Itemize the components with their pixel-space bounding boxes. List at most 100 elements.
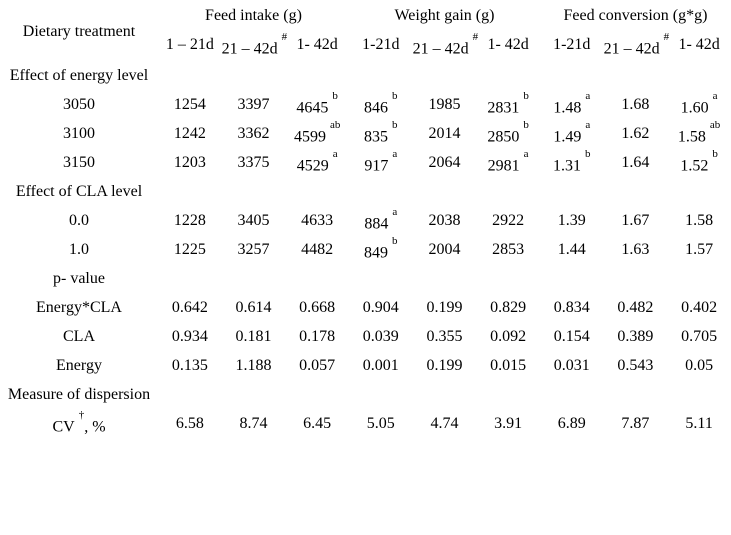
cell-value: 3257 [237,240,270,258]
row-label-text: 3050 [63,95,95,113]
cell-value: 7.87 [621,414,650,432]
cell-value: 917a [364,148,398,175]
sub-header-feed-intake-1-21d: 1 – 21d [158,29,222,61]
cell-value: 3405 [237,211,270,229]
cell-value: 0.154 [553,327,590,345]
cell-value: 1254 [173,95,206,113]
cell-value: 4482 [301,240,334,258]
row-label: Energy [0,351,158,380]
table-body: Effect of energy level 3050 1254 3397 4645b 8… [0,61,731,438]
data-row: 3050 1254 3397 4645b 846b 1985 2831b 1.48a 1.68 1… [0,90,731,119]
value-cell [349,380,413,409]
value-cell [285,380,349,409]
group-header-row: Dietary treatment Feed intake (g) Weight… [0,3,731,40]
value-cell: 1.58 [667,206,731,235]
cell-value: 1.52b [680,148,718,175]
section-row: Measure of dispersion [0,380,731,409]
cell-value: 4633 [301,211,334,229]
cell-value: 0.934 [171,327,208,345]
cell-value: 2831b [487,90,529,117]
data-row: CLA 0.934 0.181 0.178 0.039 0.355 0.092 0.154 0.… [0,322,731,351]
value-cell [604,177,668,206]
sub-header-label: 1-21d [553,36,591,53]
value-cell: 1.63 [604,235,668,264]
sub-header-label: 21 – 42d [221,40,278,58]
significance-superscript: a [392,148,398,161]
cell-value: 0.039 [362,327,399,345]
row-label: CLA [0,322,158,351]
cell-value: 0.834 [553,298,590,316]
value-cell [540,380,604,409]
sub-header-feed-conversion-1-21d: 1-21d [540,29,604,61]
cell-value: 1.48a [553,90,591,117]
data-row: 1.0 1225 3257 4482 849b 2004 2853 1.44 1.63 1.57 [0,235,731,264]
cell-value: 1228 [173,211,206,229]
value-cell: 0.668 [285,293,349,322]
cell-value: 0.199 [426,298,463,316]
value-cell [413,177,477,206]
row-label: Measure of dispersion [0,380,158,409]
cell-value: 884a [364,206,398,233]
value-cell: 0.092 [476,322,540,351]
value-cell: 7.87 [604,409,668,438]
cell-value: 0.05 [685,356,714,374]
value-cell [476,61,540,90]
row-label-text: Effect of energy level [9,66,149,84]
value-cell: 1228 [158,206,222,235]
value-cell: 2850b [476,119,540,148]
row-label-text: p- value [53,269,105,287]
row-label: 3150 [0,148,158,177]
sub-header-weight-gain-1-42d: 1- 42d [476,29,540,61]
significance-superscript: b [585,148,591,161]
value-cell [158,177,222,206]
value-cell: 884a [349,206,413,235]
significance-superscript: b [392,90,398,103]
cell-value: 2038 [428,211,461,229]
cell-value: 2064 [428,153,461,171]
sub-header-feed-conversion-1-42d: 1- 42d [667,29,731,61]
value-cell: 6.58 [158,409,222,438]
cell-value: 1.63 [621,240,650,258]
value-cell [413,380,477,409]
cell-value: 0.015 [490,356,527,374]
value-cell: 1.57 [667,235,731,264]
value-cell [349,177,413,206]
value-cell [222,61,286,90]
value-cell [413,61,477,90]
value-cell [604,61,668,90]
value-cell [285,264,349,293]
value-cell: 3362 [222,119,286,148]
value-cell: 4482 [285,235,349,264]
data-row: 3100 1242 3362 4599ab 835b 2014 2850b 1.49a 1.62… [0,119,731,148]
data-row: CV†, % 6.58 8.74 6.45 5.05 4.74 3.91 6.89 7.87 5.… [0,409,731,438]
value-cell: 849b [349,235,413,264]
value-cell: 1.44 [540,235,604,264]
cell-value: 0.001 [362,356,399,374]
value-cell: 1.49a [540,119,604,148]
sub-header-label: 1 – 21d [165,36,214,53]
results-table: Dietary treatment Feed intake (g) Weight… [0,3,731,438]
value-cell [158,380,222,409]
cell-value: 0.178 [299,327,336,345]
value-cell [604,380,668,409]
significance-superscript: a [585,90,591,103]
significance-superscript: ab [329,119,341,132]
cell-value: 4645b [296,90,338,117]
value-cell: 0.834 [540,293,604,322]
value-cell: 0.829 [476,293,540,322]
value-cell: 1.67 [604,206,668,235]
value-cell: 1985 [413,90,477,119]
value-cell: 0.135 [158,351,222,380]
value-cell: 846b [349,90,413,119]
value-cell: 917a [349,148,413,177]
cell-value: 835b [364,119,398,146]
value-cell [476,177,540,206]
sub-header-label: 1-21d [362,36,400,53]
data-row: 0.0 1228 3405 4633 884a 2038 2922 1.39 1.67 1.58 [0,206,731,235]
row-label-text: 3100 [63,124,95,142]
value-cell [667,264,731,293]
cell-value: 846b [364,90,398,117]
cell-value: 1.39 [557,211,586,229]
cell-value: 0.402 [681,298,718,316]
value-cell: 0.039 [349,322,413,351]
